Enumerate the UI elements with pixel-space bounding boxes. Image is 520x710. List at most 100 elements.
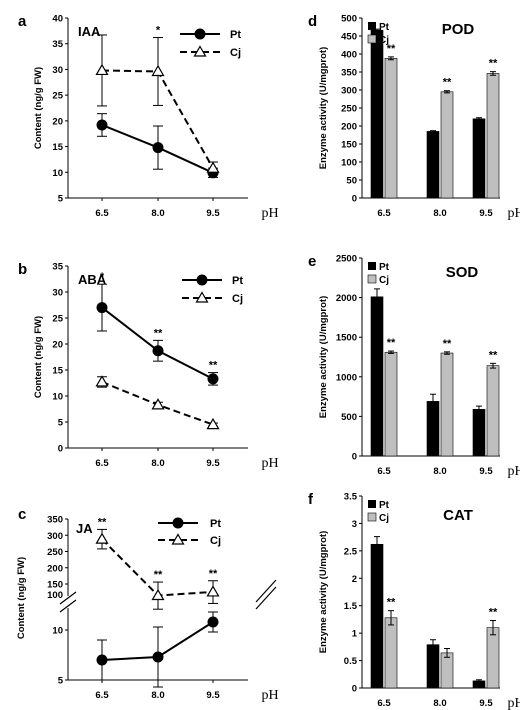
bar-Pt — [472, 118, 486, 199]
x-tick-label: 8.0 — [433, 208, 446, 219]
significance-mark: ** — [387, 43, 396, 55]
y-tick-label: 1000 — [336, 372, 357, 383]
y-tick-label: 1.5 — [344, 601, 358, 612]
y-tick-label: 250 — [47, 547, 63, 558]
significance-mark: ** — [489, 349, 498, 361]
significance-mark: ** — [387, 337, 396, 349]
y-tick-label: 250 — [341, 104, 357, 115]
y-tick-label: 35 — [52, 39, 63, 50]
bar-Cj — [384, 617, 398, 689]
y-tick-label: 0 — [352, 452, 357, 463]
bar-Pt — [472, 408, 486, 457]
legend-swatch-Pt — [368, 262, 376, 270]
axis-break-mark — [59, 591, 77, 605]
x-axis-label: pH — [261, 206, 278, 221]
legend-label: Cj — [379, 513, 389, 524]
y-tick-label: 100 — [47, 590, 63, 601]
legend-label: Pt — [210, 518, 221, 530]
legend-swatch-Cj — [367, 512, 377, 522]
legend-marker-Cj — [193, 45, 207, 57]
legend-swatch-Cj — [367, 274, 377, 284]
y-tick-label: 350 — [47, 515, 63, 526]
bar-Cj — [486, 73, 500, 199]
x-axis-label: pH — [507, 696, 520, 710]
legend-label: Cj — [210, 535, 221, 547]
point-Pt — [207, 616, 219, 628]
axis-break-mark — [59, 599, 77, 613]
panel-d: 0 50 100 150 200 250 300 350 400 450 500 6.5 ** 8.0 **… — [308, 13, 520, 221]
y-tick-label: 2 — [352, 574, 357, 585]
x-tick-label: 6.5 — [377, 466, 391, 477]
panel-label: b — [18, 261, 27, 278]
y-tick-label: 1 — [352, 629, 358, 640]
x-tick-label: 6.5 — [95, 690, 109, 701]
point-Cj — [95, 63, 109, 76]
significance-mark: ** — [489, 607, 498, 619]
bar-Cj — [384, 58, 398, 199]
axis-break-mark — [255, 586, 277, 610]
y-tick-label: 30 — [52, 65, 63, 76]
x-tick-label: 6.5 — [377, 208, 391, 219]
y-tick-label: 40 — [52, 14, 63, 25]
y-tick-label: 2.5 — [344, 546, 358, 557]
y-tick-label: 3 — [352, 519, 357, 530]
bar-Cj — [440, 652, 454, 689]
y-tick-label: 20 — [52, 116, 63, 127]
y-tick-label: 1500 — [336, 333, 357, 344]
point-Cj — [151, 398, 165, 410]
panel-title: ABA — [78, 272, 107, 287]
x-tick-label: 6.5 — [377, 698, 391, 709]
y-tick-label: 3.5 — [344, 492, 358, 503]
point-Cj — [95, 532, 109, 544]
legend-marker-Cj — [171, 533, 185, 545]
panel-label: d — [308, 13, 317, 30]
x-axis-label: pH — [261, 688, 278, 703]
legend-marker-Pt — [196, 274, 208, 286]
panel-a: 5 10 15 20 25 30 35 40 6.5 8.0 9.5 pH Content (ng/g … — [18, 13, 279, 221]
significance-mark: * — [100, 271, 105, 283]
y-tick-label: 2500 — [336, 254, 357, 265]
bar-Cj — [486, 627, 500, 689]
bar-Pt — [426, 131, 440, 199]
y-tick-label: 450 — [341, 32, 357, 43]
x-axis-label: pH — [507, 206, 520, 221]
panel-label: a — [18, 13, 27, 30]
panel-title: POD — [442, 21, 475, 38]
bar-Cj — [440, 91, 454, 199]
legend: Pt Cj — [180, 28, 241, 59]
x-tick-label: 6.5 — [95, 458, 109, 469]
panel-title: IAA — [78, 24, 101, 39]
significance-mark: ** — [489, 58, 498, 70]
y-tick-label: 200 — [341, 122, 357, 133]
legend: Pt Cj — [367, 262, 390, 286]
legend-label: Pt — [379, 500, 390, 511]
panel-title: SOD — [446, 264, 479, 281]
legend-swatch-Pt — [368, 500, 376, 508]
bar-Pt — [370, 543, 384, 689]
y-tick-label: 500 — [341, 412, 357, 423]
significance-mark: ** — [154, 327, 163, 339]
point-Cj — [206, 161, 220, 173]
significance-mark: ** — [209, 568, 218, 580]
panel-e: 0 500 1000 1500 2000 2500 6.5 ** 8.0 ** 9.5 ** pH Enz… — [308, 253, 520, 479]
point-Pt — [207, 373, 219, 385]
y-tick-label: 35 — [52, 262, 63, 273]
y-tick-label: 20 — [52, 340, 63, 351]
significance-mark: ** — [443, 338, 452, 350]
legend-marker-Cj — [195, 291, 209, 303]
y-tick-label: 15 — [52, 366, 63, 377]
y-tick-label: 100 — [341, 158, 357, 169]
y-tick-label: 5 — [58, 418, 64, 429]
legend: Pt Cj — [367, 22, 390, 46]
x-tick-label: 6.5 — [95, 208, 109, 219]
x-tick-label: 9.5 — [206, 458, 220, 469]
bar-Cj — [384, 351, 398, 457]
point-Pt — [152, 651, 164, 663]
point-Cj — [206, 417, 220, 430]
legend-label: Pt — [232, 275, 243, 287]
y-tick-label: 500 — [341, 14, 357, 25]
legend-label: Cj — [379, 35, 389, 46]
legend-label: Pt — [379, 262, 390, 273]
point-Pt — [152, 142, 164, 154]
